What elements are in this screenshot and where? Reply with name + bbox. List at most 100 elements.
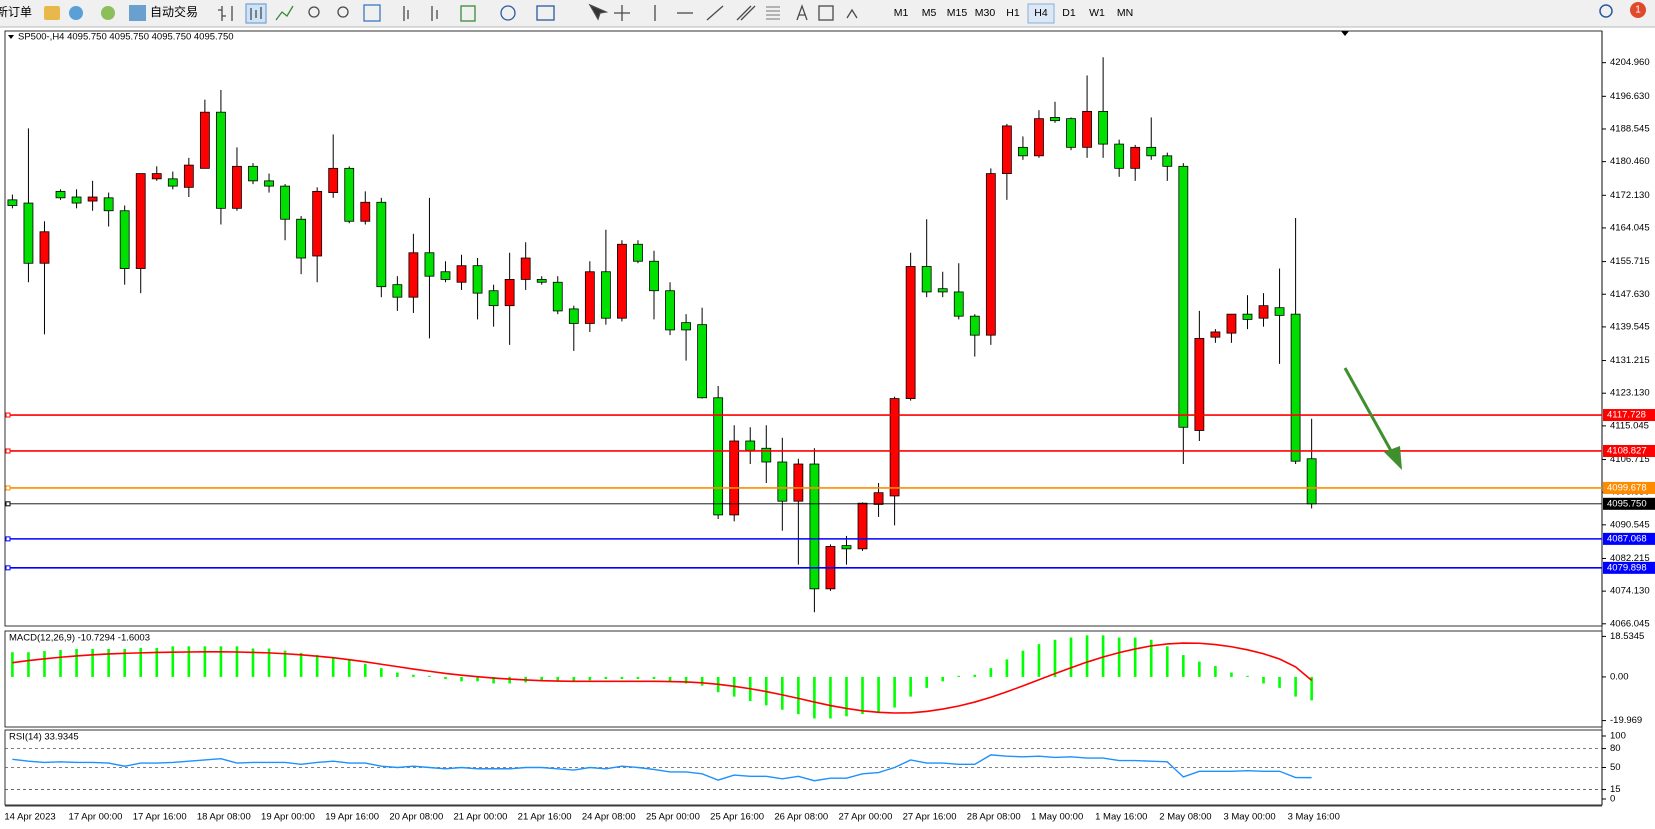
icon[interactable] <box>500 5 516 21</box>
macd-bar <box>347 659 351 677</box>
y-tick-label: 4196.630 <box>1610 91 1650 102</box>
macd-bar <box>845 676 848 717</box>
timeframe-button[interactable]: D1 <box>1062 7 1076 19</box>
icon[interactable] <box>536 5 555 21</box>
x-tick-label: 27 Apr 16:00 <box>903 812 957 823</box>
candle-body <box>183 164 194 188</box>
macd-bar <box>556 676 560 682</box>
macd-bar <box>1085 635 1089 677</box>
icon[interactable] <box>308 6 320 18</box>
timeframe-button[interactable]: M5 <box>922 7 937 19</box>
candle-body <box>873 492 884 505</box>
icon[interactable] <box>250 7 262 20</box>
rsi-line <box>12 754 1312 782</box>
candle-body <box>841 545 852 550</box>
macd-bar <box>925 676 928 688</box>
candle-body <box>1210 331 1221 338</box>
timeframe-button[interactable]: MN <box>1117 7 1133 19</box>
macd-bar <box>781 676 784 710</box>
macd-bar <box>989 668 993 677</box>
x-tick-label: 1 May 16:00 <box>1095 812 1147 823</box>
candle-body <box>39 231 50 264</box>
channel-tool[interactable] <box>736 5 756 21</box>
macd-bar <box>508 676 511 684</box>
candle-body <box>312 190 323 257</box>
macd-bar <box>877 676 880 712</box>
candle-body <box>232 165 242 209</box>
icon[interactable] <box>101 6 115 20</box>
icon[interactable] <box>218 6 233 21</box>
candle-body <box>456 265 467 283</box>
macd-bar <box>59 650 62 677</box>
candle-body <box>1194 337 1205 431</box>
candle-body <box>937 288 948 293</box>
candle-body <box>649 260 659 292</box>
timeframe-button[interactable]: M30 <box>975 7 996 19</box>
icon[interactable] <box>69 6 83 20</box>
candle-body <box>761 447 772 463</box>
notification-badge[interactable] <box>1630 2 1646 18</box>
macd-bar <box>1310 676 1313 701</box>
candle-body <box>1018 146 1028 157</box>
icon[interactable] <box>403 6 409 21</box>
x-tick-label: 2 May 08:00 <box>1159 812 1211 823</box>
y-tick-label: 4074.130 <box>1610 586 1650 597</box>
candle-body <box>520 257 531 280</box>
macd-bar <box>444 676 447 680</box>
trendline-tool[interactable] <box>706 5 724 21</box>
y-tick-label: 15 <box>1610 784 1621 795</box>
fibo-tool[interactable] <box>766 6 780 20</box>
cursor-tool[interactable] <box>588 3 609 21</box>
macd-bar <box>27 652 30 677</box>
x-tick-label: 19 Apr 00:00 <box>261 812 315 823</box>
y-tick-label: 80 <box>1610 743 1621 754</box>
icon[interactable] <box>44 6 60 20</box>
macd-bar <box>1117 637 1121 677</box>
x-tick-label: 19 Apr 16:00 <box>325 812 379 823</box>
x-tick-label: 28 Apr 08:00 <box>967 812 1021 823</box>
icon[interactable] <box>129 5 146 21</box>
candle-body <box>969 315 980 336</box>
candle-body <box>809 463 820 590</box>
timeframe-pressed[interactable] <box>1027 3 1055 24</box>
y-tick-label: 18.5345 <box>1610 631 1644 642</box>
notification-count: 1 <box>1635 5 1641 16</box>
candle-body <box>199 111 210 169</box>
macd-bar <box>107 648 110 677</box>
macd-bar <box>636 676 640 680</box>
new-order-button[interactable]: 新订单 <box>0 4 32 19</box>
macd-bar <box>299 652 303 677</box>
timeframe-button[interactable]: W1 <box>1089 7 1105 19</box>
candle-body <box>953 291 964 317</box>
candle-body <box>472 265 483 294</box>
shapes-tool[interactable] <box>846 8 858 19</box>
x-tick-label: 3 May 00:00 <box>1223 812 1275 823</box>
icon[interactable] <box>275 5 294 21</box>
timeframe-button[interactable]: H4 <box>1034 7 1048 19</box>
icon[interactable] <box>460 5 476 22</box>
timeframe-button[interactable]: M1 <box>894 7 909 19</box>
macd-bar <box>1005 659 1009 677</box>
text-tool[interactable] <box>796 4 808 21</box>
auto-trading-button[interactable]: 自动交易 <box>150 4 198 19</box>
macd-bar <box>155 647 159 677</box>
level-label: 4079.898 <box>1607 562 1647 573</box>
level-handle <box>5 536 11 542</box>
timeframe-button[interactable]: M15 <box>947 7 968 19</box>
candle-body <box>151 173 162 180</box>
search-icon[interactable] <box>1599 4 1613 18</box>
icon[interactable] <box>337 6 349 18</box>
chart-area: 4204.960 4196.630 4188.545 4180.460 4172.130… <box>4 30 1655 823</box>
macd-bar <box>251 648 255 677</box>
label-tool[interactable] <box>818 5 834 21</box>
y-tick-label: 4139.545 <box>1610 321 1650 332</box>
icon[interactable] <box>363 4 381 22</box>
timeframe-button[interactable]: H1 <box>1006 7 1020 19</box>
macd-bar <box>1214 665 1217 677</box>
crosshair-tool[interactable] <box>614 5 630 21</box>
candle-body <box>392 284 403 298</box>
macd-bar <box>219 646 223 677</box>
icon[interactable] <box>431 6 438 21</box>
macd-bar <box>909 676 912 697</box>
y-tick-label: 4180.460 <box>1610 156 1650 167</box>
